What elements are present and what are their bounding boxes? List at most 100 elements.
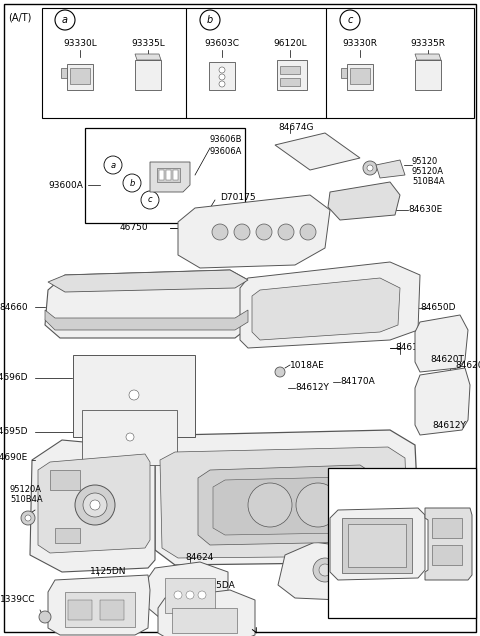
Text: b: b <box>207 15 213 25</box>
Circle shape <box>200 10 220 30</box>
Polygon shape <box>30 440 155 572</box>
Text: 1018AE: 1018AE <box>290 361 325 370</box>
Text: 84690E: 84690E <box>378 492 412 501</box>
Circle shape <box>55 10 75 30</box>
Bar <box>50 470 80 490</box>
Bar <box>280 78 300 86</box>
Polygon shape <box>415 315 468 372</box>
Polygon shape <box>328 182 400 220</box>
Polygon shape <box>135 54 161 60</box>
Bar <box>328 468 476 618</box>
Polygon shape <box>158 590 255 636</box>
Text: c: c <box>348 15 353 25</box>
Polygon shape <box>157 168 180 182</box>
Text: 84612Y: 84612Y <box>395 343 429 352</box>
Text: c: c <box>148 195 152 205</box>
Text: 84612Y: 84612Y <box>432 532 466 541</box>
Text: 84620U: 84620U <box>455 361 480 370</box>
Bar <box>173 170 178 180</box>
Text: 84612Y: 84612Y <box>432 420 466 429</box>
Text: 84650D: 84650D <box>420 303 456 312</box>
Text: b: b <box>129 179 135 188</box>
Circle shape <box>275 367 285 377</box>
Bar <box>159 170 164 180</box>
Circle shape <box>363 161 377 175</box>
Circle shape <box>25 515 31 521</box>
Polygon shape <box>61 68 67 78</box>
Text: (W/REAR TV): (W/REAR TV) <box>338 476 403 485</box>
Bar <box>432 518 462 538</box>
Text: 510B4A: 510B4A <box>10 495 43 504</box>
Circle shape <box>129 390 139 400</box>
Bar <box>348 524 406 567</box>
Circle shape <box>313 558 337 582</box>
Bar <box>166 170 171 180</box>
Text: 46750: 46750 <box>120 223 149 233</box>
Text: (A/T): (A/T) <box>8 13 31 23</box>
Polygon shape <box>155 430 420 565</box>
Bar <box>55 528 80 543</box>
Circle shape <box>367 165 373 171</box>
Text: 84690E: 84690E <box>0 453 28 462</box>
Text: 84660: 84660 <box>0 303 28 312</box>
Polygon shape <box>425 508 472 580</box>
Polygon shape <box>348 552 420 610</box>
Text: D70175: D70175 <box>220 193 256 202</box>
Bar <box>432 545 462 565</box>
Polygon shape <box>45 270 248 338</box>
Text: 84696D: 84696D <box>0 373 28 382</box>
Circle shape <box>248 483 292 527</box>
Polygon shape <box>213 477 358 535</box>
Circle shape <box>219 81 225 87</box>
Polygon shape <box>48 270 248 292</box>
Text: 91870F: 91870F <box>395 544 429 553</box>
Text: 93603C: 93603C <box>204 39 240 48</box>
Polygon shape <box>347 64 373 90</box>
Polygon shape <box>415 60 441 90</box>
Polygon shape <box>150 162 190 192</box>
Circle shape <box>90 500 100 510</box>
Text: 510B4A: 510B4A <box>412 177 444 186</box>
Text: a: a <box>62 15 68 25</box>
Text: 95120: 95120 <box>412 158 438 167</box>
Circle shape <box>296 483 340 527</box>
Polygon shape <box>198 465 375 545</box>
Text: 1125DA: 1125DA <box>200 581 236 590</box>
Polygon shape <box>341 68 347 78</box>
Text: 93335R: 93335R <box>410 39 445 48</box>
Circle shape <box>75 485 115 525</box>
Polygon shape <box>415 368 470 435</box>
Polygon shape <box>376 160 405 178</box>
Polygon shape <box>277 60 307 90</box>
Bar <box>85 128 245 223</box>
Circle shape <box>256 224 272 240</box>
Text: 93335L: 93335L <box>131 39 165 48</box>
Polygon shape <box>45 310 248 330</box>
Text: 84913: 84913 <box>310 536 338 544</box>
Polygon shape <box>252 278 400 340</box>
Polygon shape <box>135 60 161 90</box>
Circle shape <box>83 493 107 517</box>
Circle shape <box>219 67 225 73</box>
Bar <box>70 68 90 84</box>
Text: 84674G: 84674G <box>278 123 313 132</box>
Polygon shape <box>178 195 330 268</box>
Text: 93330L: 93330L <box>63 39 97 48</box>
Text: 93330R: 93330R <box>343 39 377 48</box>
Bar <box>172 608 237 633</box>
Text: 96571: 96571 <box>340 583 369 593</box>
Bar <box>350 68 370 84</box>
Circle shape <box>104 156 122 174</box>
Text: 96570D: 96570D <box>400 508 436 516</box>
Text: 1125DN: 1125DN <box>90 567 127 576</box>
Polygon shape <box>67 64 93 90</box>
Circle shape <box>126 433 134 441</box>
Bar <box>280 66 300 74</box>
Text: 84170A: 84170A <box>340 378 375 387</box>
Bar <box>342 518 412 573</box>
Circle shape <box>420 528 424 532</box>
Circle shape <box>198 591 206 599</box>
Text: 84624: 84624 <box>185 553 214 562</box>
Text: 95120A: 95120A <box>412 167 444 177</box>
Bar <box>68 600 92 620</box>
